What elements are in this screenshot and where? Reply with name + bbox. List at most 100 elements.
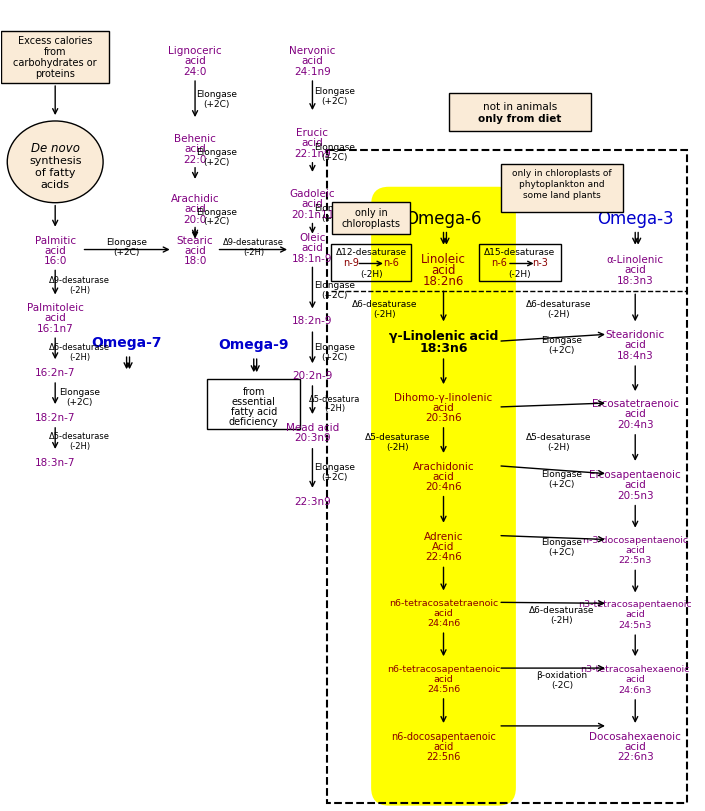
Text: acid: acid bbox=[431, 264, 455, 277]
Text: acids: acids bbox=[41, 179, 70, 190]
Text: Oleic: Oleic bbox=[299, 232, 326, 242]
Text: fatty acid: fatty acid bbox=[231, 406, 277, 417]
Text: Stearic: Stearic bbox=[177, 235, 214, 245]
Text: Elongase: Elongase bbox=[541, 538, 582, 547]
Text: Elongase: Elongase bbox=[196, 208, 237, 217]
Text: n6-tetracosapentaenoic: n6-tetracosapentaenoic bbox=[387, 663, 501, 673]
Text: 20:4n6: 20:4n6 bbox=[425, 481, 462, 491]
Text: Elongase: Elongase bbox=[106, 238, 147, 247]
Text: n-6: n-6 bbox=[491, 258, 507, 268]
Text: acid: acid bbox=[625, 340, 646, 350]
Text: (+2C): (+2C) bbox=[548, 345, 575, 354]
Text: (-2H): (-2H) bbox=[548, 443, 570, 452]
Bar bbox=[501, 165, 623, 212]
Text: Palmitic: Palmitic bbox=[35, 235, 75, 245]
Text: β-oxidation: β-oxidation bbox=[537, 670, 587, 679]
Text: (-2H): (-2H) bbox=[69, 285, 90, 294]
Text: γ-Linolenic acid: γ-Linolenic acid bbox=[389, 329, 498, 342]
Text: 18:2n-7: 18:2n-7 bbox=[35, 413, 75, 423]
Text: (+2C): (+2C) bbox=[203, 158, 230, 167]
Text: deficiency: deficiency bbox=[229, 416, 278, 427]
Text: acid: acid bbox=[302, 242, 324, 252]
Text: 22:4n6: 22:4n6 bbox=[425, 551, 462, 562]
Text: (-2H): (-2H) bbox=[386, 443, 409, 452]
Text: some land plants: some land plants bbox=[523, 191, 601, 200]
Text: 18:3n6: 18:3n6 bbox=[419, 341, 467, 354]
Text: (+2C): (+2C) bbox=[548, 547, 575, 556]
Text: (+2C): (+2C) bbox=[321, 473, 348, 482]
Text: 24:4n6: 24:4n6 bbox=[427, 618, 460, 627]
Text: Elongase: Elongase bbox=[314, 342, 355, 351]
Text: 18:3n-7: 18:3n-7 bbox=[35, 457, 75, 467]
Text: acid: acid bbox=[184, 56, 206, 67]
Text: 22:1n9: 22:1n9 bbox=[294, 148, 331, 159]
Text: proteins: proteins bbox=[35, 69, 75, 79]
Text: (-2H): (-2H) bbox=[243, 247, 264, 257]
Bar bbox=[479, 244, 561, 282]
Text: Adrenic: Adrenic bbox=[424, 531, 463, 541]
Text: Elongase: Elongase bbox=[314, 281, 355, 290]
Text: acid: acid bbox=[434, 741, 453, 751]
Bar bbox=[327, 151, 687, 803]
Text: De novo: De novo bbox=[31, 142, 80, 155]
Text: carbohydrates or: carbohydrates or bbox=[13, 58, 97, 68]
Text: not in animals: not in animals bbox=[483, 102, 557, 112]
Text: Omega-7: Omega-7 bbox=[92, 336, 162, 350]
Text: acid: acid bbox=[184, 245, 206, 255]
Text: of fatty: of fatty bbox=[35, 168, 75, 178]
Text: Δ9-desaturase: Δ9-desaturase bbox=[223, 238, 284, 247]
Text: (-2H): (-2H) bbox=[360, 269, 382, 279]
Text: n6-docosapentaenoic: n6-docosapentaenoic bbox=[391, 731, 496, 741]
Text: 18:2n-9: 18:2n-9 bbox=[292, 316, 333, 326]
Text: Δ5-desatura: Δ5-desatura bbox=[309, 394, 361, 403]
Text: n3-tetracosahexaenoic: n3-tetracosahexaenoic bbox=[580, 663, 690, 673]
Text: (-2H): (-2H) bbox=[551, 615, 573, 624]
Text: 20:5n3: 20:5n3 bbox=[617, 490, 654, 500]
Bar bbox=[331, 244, 411, 282]
Text: Omega-3: Omega-3 bbox=[597, 209, 673, 227]
Text: essential: essential bbox=[232, 397, 276, 406]
Text: acid: acid bbox=[184, 144, 206, 154]
Text: 22:5n3: 22:5n3 bbox=[618, 556, 652, 564]
Text: 22:6n3: 22:6n3 bbox=[617, 751, 654, 761]
FancyBboxPatch shape bbox=[371, 187, 516, 805]
Text: Palmitoleic: Palmitoleic bbox=[27, 303, 84, 313]
Text: acid: acid bbox=[625, 674, 645, 683]
Text: Stearidonic: Stearidonic bbox=[606, 330, 665, 340]
Text: Lignoceric: Lignoceric bbox=[168, 46, 222, 56]
Text: 18:3n3: 18:3n3 bbox=[617, 276, 654, 286]
Text: only in: only in bbox=[355, 208, 388, 217]
Text: Elongase: Elongase bbox=[196, 148, 237, 157]
Text: Elongase: Elongase bbox=[59, 387, 100, 396]
Bar bbox=[1, 32, 109, 84]
Text: 24:0: 24:0 bbox=[183, 67, 207, 77]
Text: Arachidic: Arachidic bbox=[171, 194, 219, 204]
Text: (+2C): (+2C) bbox=[321, 290, 348, 299]
Text: (+2C): (+2C) bbox=[66, 397, 93, 406]
Bar bbox=[207, 380, 300, 429]
Text: Δ6-desaturase: Δ6-desaturase bbox=[352, 299, 417, 308]
Text: Behenic: Behenic bbox=[174, 134, 216, 144]
Text: (-2H): (-2H) bbox=[69, 352, 90, 361]
Text: Elongase: Elongase bbox=[314, 204, 355, 213]
Text: (-2H): (-2H) bbox=[324, 404, 345, 413]
Text: Arachidonic: Arachidonic bbox=[412, 461, 474, 471]
Text: Δ6-desaturase: Δ6-desaturase bbox=[526, 299, 591, 308]
Text: n-3: n-3 bbox=[532, 258, 548, 268]
Text: 22:5n6: 22:5n6 bbox=[427, 751, 460, 761]
Text: Elongase: Elongase bbox=[314, 87, 355, 96]
Text: Linoleic: Linoleic bbox=[421, 253, 466, 266]
Ellipse shape bbox=[7, 122, 103, 204]
Text: 18:2n6: 18:2n6 bbox=[423, 275, 464, 288]
Text: Excess calories: Excess calories bbox=[18, 36, 92, 46]
Text: acid: acid bbox=[44, 313, 66, 323]
Text: (+2C): (+2C) bbox=[114, 247, 140, 257]
Text: Elongase: Elongase bbox=[314, 144, 355, 152]
Text: 16:2n-7: 16:2n-7 bbox=[35, 367, 75, 378]
Text: acid: acid bbox=[184, 204, 206, 213]
Text: 18:1n-9: 18:1n-9 bbox=[292, 253, 333, 264]
Text: chloroplasts: chloroplasts bbox=[342, 218, 400, 229]
Text: (-2C): (-2C) bbox=[551, 680, 573, 689]
Text: Elongase: Elongase bbox=[541, 470, 582, 478]
Text: synthesis: synthesis bbox=[29, 156, 82, 165]
